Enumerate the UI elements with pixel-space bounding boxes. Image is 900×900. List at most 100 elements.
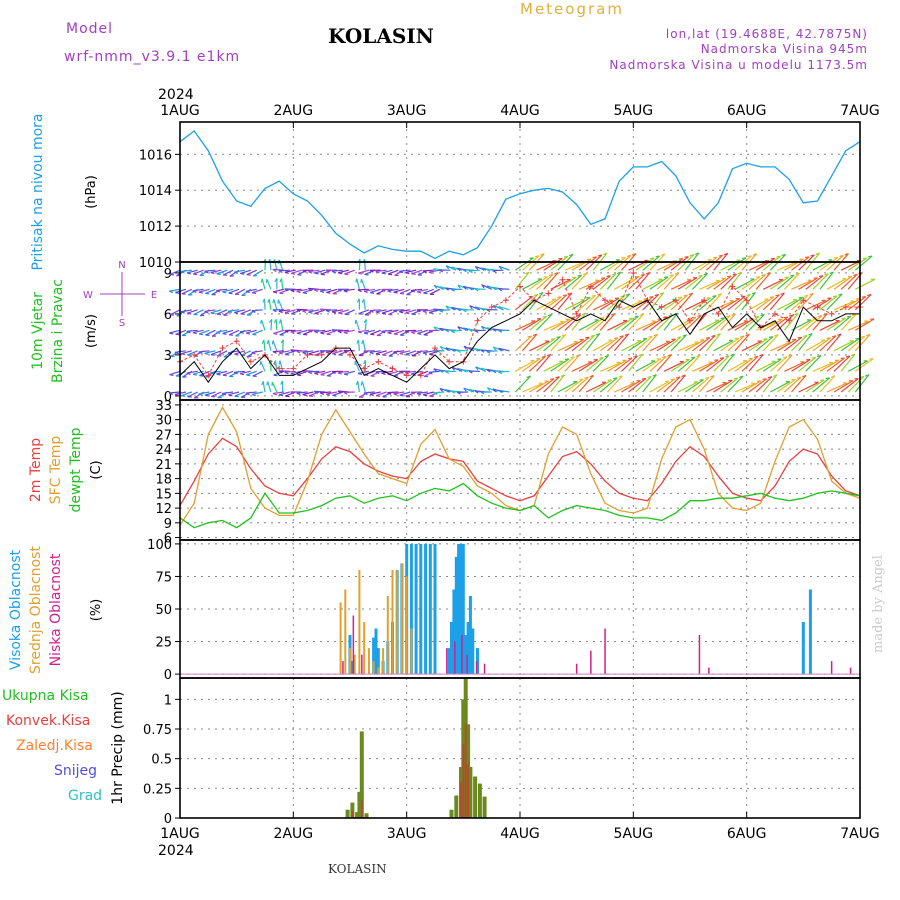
wind-arrow: [417, 370, 429, 376]
wind-arrow: [417, 288, 429, 293]
wind-arrow: [677, 356, 696, 372]
wind-arrow: [314, 370, 326, 374]
wind-arrow: [263, 339, 266, 351]
wind-arrow: [536, 354, 552, 372]
wind-arrow: [291, 309, 302, 315]
wind-arrow-head: [313, 390, 318, 395]
wind-arrow-head: [285, 395, 290, 398]
wind-arrow: [278, 269, 290, 272]
wind-arrow-head: [492, 270, 497, 273]
x-tick-label-top: 5AUG: [614, 103, 654, 119]
wind-arrow-head: [363, 319, 367, 324]
wind-arrow: [621, 380, 641, 393]
wind-arrow: [812, 362, 834, 372]
wind-arrow: [274, 360, 278, 372]
wind-arrow-head: [360, 279, 362, 284]
wind-arrow-head: [557, 296, 562, 298]
wind-arrow-head: [654, 293, 659, 297]
wind-arrow: [204, 350, 216, 354]
wind-arrow-head: [284, 271, 289, 274]
wind-arrow-head: [360, 381, 363, 386]
wind-arrow: [399, 309, 411, 313]
high-cloud-bar: [372, 637, 376, 675]
wind-arrow-head: [296, 374, 302, 377]
wind-arrow-head: [611, 273, 616, 276]
wind-arrow-head: [337, 390, 342, 394]
wind-arrow-head: [817, 354, 822, 358]
wind-arrow-head: [486, 350, 491, 354]
wind-arrow: [564, 299, 585, 311]
wind-arrow: [791, 359, 811, 372]
wind-arrow: [514, 335, 533, 352]
wind-arrow-head: [463, 345, 467, 350]
wind-arrow: [210, 269, 222, 274]
wind-arrow: [405, 329, 417, 332]
wind-arrow-head: [381, 272, 386, 275]
wind-arrow: [192, 288, 204, 292]
pressure-line: [179, 130, 861, 260]
wind-arrow: [480, 367, 492, 372]
wind-arrow-head: [332, 352, 337, 356]
wind-arrow: [592, 355, 609, 372]
wind-arrow: [550, 255, 569, 271]
wind-arrow: [463, 387, 475, 393]
high-cloud-bar: [454, 556, 458, 675]
wind-arrow: [314, 269, 326, 274]
wind-arrow-head: [417, 291, 422, 294]
wind-title-2: Brzina i Pravac: [50, 279, 66, 383]
precip-bars: [345, 678, 487, 818]
y-tick-label: 33: [155, 399, 172, 414]
wind-arrow-head: [589, 374, 594, 378]
wind-arrow: [168, 391, 181, 394]
wind-arrow-head: [492, 328, 497, 332]
wind-arrow-head: [251, 351, 256, 355]
mid-cloud-bar: [344, 589, 347, 675]
wind-arrow: [169, 309, 181, 316]
high-cloud-bar: [376, 648, 380, 675]
wind-arrow-head: [681, 374, 686, 378]
wind-arrow: [578, 279, 600, 290]
wind-arrow: [854, 255, 873, 271]
wind-arrow: [840, 298, 861, 311]
wind-arrow-head: [445, 370, 450, 374]
wind-arrow: [492, 388, 504, 393]
mid-cloud-title: Srednja Oblacnost: [28, 546, 44, 674]
wind-arrow-head: [319, 392, 325, 395]
wind-arrow: [281, 278, 284, 290]
wind-arrow-head: [584, 376, 589, 379]
wind-arrow: [186, 269, 198, 274]
y-tick-label: 27: [155, 428, 172, 443]
wind-arrow: [642, 358, 662, 372]
wind-arrow: [193, 309, 204, 316]
wind-arrow-head: [451, 366, 455, 371]
wind-arrow: [429, 288, 440, 295]
station-title: KOLASIN: [328, 24, 434, 48]
total-precip-bar: [454, 795, 459, 818]
wind-arrow-head: [337, 288, 342, 292]
mid-cloud-bar: [396, 569, 399, 675]
wind-arrow-head: [761, 274, 766, 277]
wind-arrow: [357, 288, 369, 291]
temp-2m-line: [179, 437, 861, 506]
wind-arrow: [670, 279, 692, 290]
wind-arrow-head: [369, 351, 374, 355]
wind-arrow: [302, 350, 314, 354]
wind-arrow-head: [619, 335, 624, 338]
wind-arrow-head: [381, 312, 387, 315]
wind-arrow: [198, 329, 210, 335]
wind-arrow-head: [369, 393, 374, 396]
wind-arrow: [798, 317, 817, 331]
wind-arrow-head: [187, 312, 192, 315]
high-cloud-bar: [350, 661, 354, 675]
wind-arrow: [550, 374, 565, 393]
wind-arrow: [670, 334, 687, 352]
wind-arrow-head: [839, 254, 844, 257]
x-tick-label-bottom: 1AUG: [160, 826, 200, 842]
wind-arrow-head: [445, 265, 450, 270]
wind-arrow-head: [320, 373, 325, 376]
wind-arrow: [284, 269, 296, 273]
wind-arrow-head: [272, 392, 277, 396]
x-tick-label-top: 3AUG: [387, 103, 427, 119]
wind-arrow-head: [450, 330, 456, 334]
wind-arrow: [326, 288, 338, 293]
